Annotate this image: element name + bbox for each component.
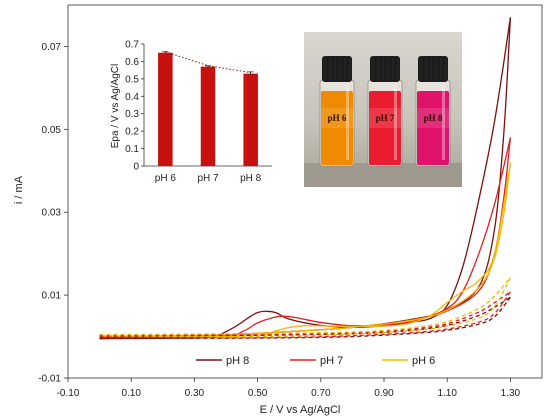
main-plot-area: -0.10 0.10 0.30 0.50 0.70 0.90 1.10 1.30-0.010.… [13,4,543,416]
vial-liquid [417,91,449,165]
series-ph-7-blank-forward [99,291,511,336]
x-tick-label: 0.10 [121,388,141,399]
x-tick-label: 0.70 [311,388,331,399]
vial-liquid [321,91,353,165]
inset-category-label: pH 8 [240,173,262,184]
legend-label-ph7: pH 7 [320,355,343,367]
inset-trendline [165,51,251,74]
inset-category-label: pH 6 [155,173,177,184]
vial-highlight [346,86,349,160]
inset-bars: pH 6 pH 7 pH 8 [155,51,262,184]
x-tick-label: 0.50 [248,388,268,399]
series-ph-7-forward [99,137,512,339]
inset-y-tick-label: 0.6 [125,57,139,68]
inset-bar-chart: 0 0.1 0.2 0.3 0.4 0.5 0.6 0.7 pH 6 pH 7 pH 8 Epa … [100,26,278,192]
series-ph-8-blank-forward [99,296,511,337]
vial-label-band [321,108,353,128]
vial-ph-6: pH 6 [319,56,355,167]
inset-y-tick-label: 0.2 [125,127,139,138]
vials: pH 6 pH 7 pH 8 [319,56,451,167]
x-tick-label: 1.30 [501,388,521,399]
x-tick-label: -0.10 [57,388,80,399]
inset-y-tick-label: 0 [133,162,139,173]
inset-bar [243,73,258,166]
plot-frame [67,4,543,379]
vial-ph-7: pH 7 [367,56,403,167]
vial-label: pH 8 [424,113,443,123]
inset-bar [200,66,216,166]
cv-curves [99,17,512,340]
inset-y-tick-label: 0.3 [125,109,139,120]
x-tick-label: 0.30 [185,388,205,399]
vials-photo: pH 6 pH 7 pH 8 [304,32,462,187]
inset-bar [158,52,173,166]
inset-y-axis-label: Epa / V vs Ag/AgCl [110,64,121,149]
series-ph-6-forward [99,162,512,338]
y-tick-label: 0.03 [42,208,62,219]
y-axis-label: i / mA [13,175,25,204]
legend-label-ph6: pH 6 [412,355,435,367]
x-tick-label: 0.90 [374,388,394,399]
main-axes: -0.10 0.10 0.30 0.50 0.70 0.90 1.10 1.30-0.010.… [38,42,520,399]
series-ph-7-blank-reverse [99,291,511,339]
vial-highlight [394,86,397,160]
vial-label: pH 6 [328,113,347,123]
inset-y-tick-label: 0.7 [125,40,139,51]
inset-y-tick-label: 0.4 [125,92,139,103]
inset-y-tick-label: 0.5 [125,74,139,85]
vial-cap [418,56,448,82]
photo-tabletop [304,163,462,187]
series-ph-8-blank-reverse [99,296,511,339]
vial-liquid [369,91,401,165]
vial-label-band [417,108,449,128]
x-tick-label: 1.10 [437,388,457,399]
vial-cap [370,56,400,82]
inset-category-label: pH 7 [197,173,219,184]
series-ph-6-blank-reverse [99,277,511,338]
legend: pH 8 pH 7 pH 6 [196,355,435,367]
vial-cap [322,56,352,82]
series-ph-6-blank-forward [99,277,511,336]
y-tick-label: 0.07 [42,42,62,53]
y-tick-label: 0.05 [42,125,62,136]
y-tick-label: -0.01 [38,374,61,385]
y-tick-label: 0.01 [42,291,62,302]
legend-label-ph8: pH 8 [226,355,249,367]
vial-highlight [442,86,445,160]
vial-label-band [369,108,401,128]
vial-label: pH 7 [376,113,395,123]
vial-ph-8: pH 8 [415,56,451,167]
x-axis-label: E / V vs Ag/AgCl [260,404,341,416]
inset-y-tick-label: 0.1 [125,144,139,155]
